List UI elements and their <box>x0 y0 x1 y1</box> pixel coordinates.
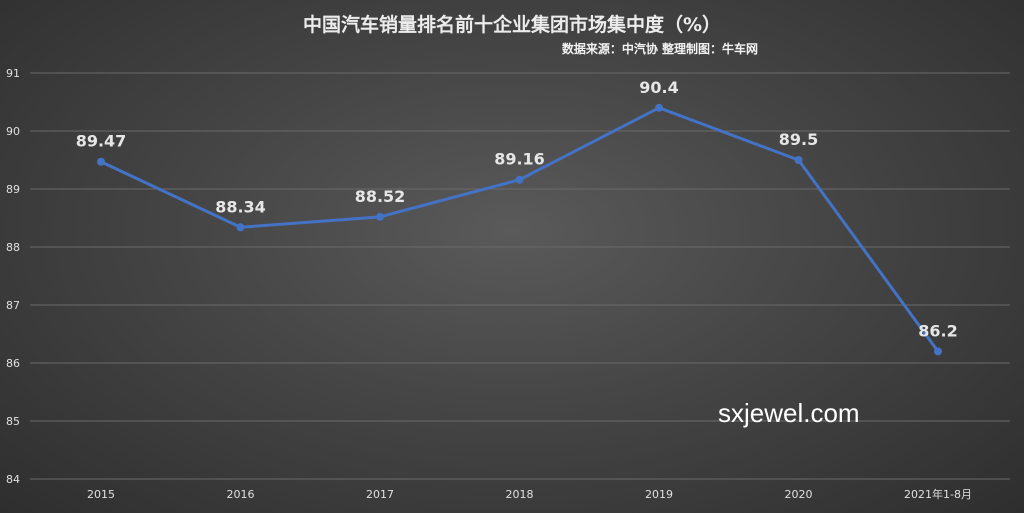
chart-title: 中国汽车销量排名前十企业集团市场集中度（%） <box>302 14 722 36</box>
y-tick-label: 89 <box>6 183 20 196</box>
y-tick-label: 86 <box>6 357 20 370</box>
x-tick-label: 2019 <box>645 488 673 501</box>
data-label: 89.5 <box>779 130 818 149</box>
x-tick-label: 2020 <box>785 488 813 501</box>
x-tick-label: 2016 <box>227 488 255 501</box>
x-tick-label: 2015 <box>87 488 115 501</box>
x-axis: 2015 2016 2017 2018 2019 2020 2021年1-8月 <box>87 487 972 501</box>
y-tick-label: 91 <box>6 67 20 80</box>
x-tick-label: 2018 <box>506 488 534 501</box>
data-label: 89.16 <box>494 150 545 169</box>
x-tick-label: 2017 <box>366 488 394 501</box>
data-label: 86.2 <box>918 321 957 340</box>
data-point <box>376 212 384 221</box>
y-axis: 84 85 86 87 88 89 90 91 <box>6 67 20 486</box>
data-source-note: 数据来源：中汽协 整理制图：牛车网 <box>561 42 758 56</box>
watermark-text: sxjewel.com <box>718 398 860 428</box>
y-tick-label: 87 <box>6 299 20 312</box>
data-label: 90.4 <box>639 78 678 97</box>
data-label: 88.34 <box>215 197 266 216</box>
data-point <box>236 223 245 232</box>
y-tick-label: 85 <box>6 415 20 428</box>
data-point <box>655 103 663 112</box>
data-label: 88.52 <box>355 187 406 206</box>
data-labels: 89.47 88.34 88.52 89.16 90.4 89.5 86.2 <box>76 78 958 341</box>
x-tick-label: 2021年1-8月 <box>904 487 972 501</box>
data-point <box>794 156 803 164</box>
data-label: 89.47 <box>76 132 127 151</box>
data-point <box>934 347 942 356</box>
y-tick-label: 90 <box>6 125 20 138</box>
gridlines <box>30 72 1010 480</box>
data-point <box>515 175 524 184</box>
y-tick-label: 88 <box>6 241 20 254</box>
data-point <box>97 157 105 166</box>
y-tick-label: 84 <box>6 473 20 486</box>
series-line <box>97 103 942 356</box>
